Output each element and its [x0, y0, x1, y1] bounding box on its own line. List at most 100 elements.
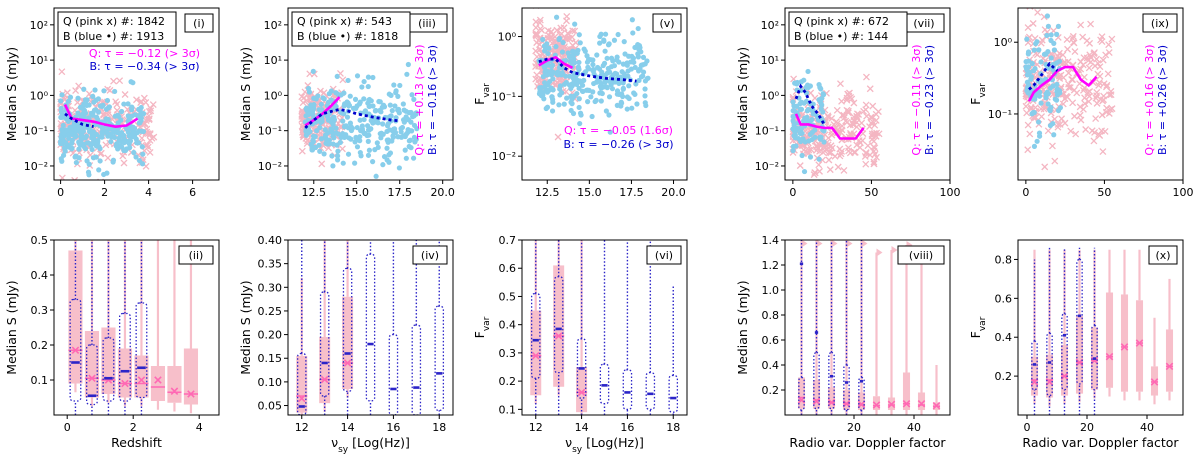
q-point [532, 31, 540, 39]
b-point [543, 45, 549, 51]
q-point [1095, 130, 1103, 138]
q-point [560, 24, 568, 32]
q-median-line [794, 113, 865, 140]
x-tick-label: 100 [940, 186, 961, 199]
x-axis-label: νsy [Log(Hz)] [565, 435, 644, 455]
q-point [1024, 121, 1032, 129]
q-point [1065, 69, 1073, 77]
b-median-line [304, 108, 400, 129]
axes-frame [784, 239, 951, 416]
panel-label-text: (iii) [418, 17, 436, 30]
b-point [305, 111, 312, 118]
q-mean-marker [343, 359, 352, 367]
q-point [116, 77, 124, 85]
b-point [125, 101, 131, 107]
b-point [818, 106, 824, 112]
y-tick-label: 0.2 [31, 339, 49, 352]
q-median-line [538, 55, 574, 69]
q-box [1165, 329, 1174, 392]
y-tick-label: 10⁻¹ [755, 125, 779, 138]
b-point [404, 116, 411, 123]
b-point [384, 157, 390, 163]
b-point [799, 152, 805, 159]
y-tick-label: 10⁻¹ [24, 125, 48, 138]
b-point [626, 95, 632, 102]
q-point [870, 143, 878, 151]
b-point [574, 90, 580, 97]
b-point [58, 134, 64, 140]
b-point [1054, 81, 1060, 88]
b-point [334, 142, 340, 148]
b-point [539, 84, 545, 91]
b-point [306, 89, 313, 95]
q-point [844, 107, 852, 115]
b-point [86, 161, 92, 167]
q-point [137, 99, 145, 107]
b-point [563, 57, 569, 64]
b-point [576, 65, 582, 71]
y-tick-label: 0.1 [499, 403, 517, 416]
b-point [620, 61, 626, 67]
b-point [360, 128, 366, 134]
q-point [1077, 21, 1085, 29]
b-point [379, 104, 385, 111]
x-tick-label: 12 [529, 421, 543, 434]
b-point [598, 85, 604, 91]
b-point [588, 57, 594, 63]
q-point [1034, 8, 1042, 16]
b-point [340, 118, 346, 124]
b-point [1033, 41, 1039, 47]
x-tick-label: 20 [847, 421, 861, 434]
b-point [357, 134, 363, 140]
panel-label: (i) [184, 13, 214, 33]
q-point [870, 160, 878, 168]
b-point [408, 145, 414, 151]
b-point [140, 128, 147, 135]
b-point [1027, 180, 1032, 185]
b-point [553, 71, 560, 77]
axes-frame [521, 7, 688, 181]
b-point [386, 152, 392, 158]
y-tick-label: 10¹ [761, 54, 779, 67]
b-point [134, 129, 141, 136]
q-box [296, 355, 308, 413]
q-mean-marker [137, 376, 146, 384]
b-point [590, 61, 596, 68]
count-line: B (blue •) #: 1818 [297, 30, 398, 43]
b-point [318, 117, 324, 124]
x-tick-label: 40 [907, 421, 921, 434]
q-mean-marker [121, 379, 129, 388]
b-point [104, 130, 110, 136]
b-point [557, 83, 564, 89]
q-point [72, 87, 80, 95]
b-point [1051, 47, 1057, 53]
b-point [1041, 51, 1048, 57]
b-point [629, 105, 635, 111]
b-point [556, 35, 563, 42]
b-point [598, 98, 604, 104]
b-point [78, 134, 84, 140]
b-point [543, 105, 549, 112]
b-point [365, 100, 371, 106]
b-point [368, 117, 374, 124]
b-point [133, 136, 139, 142]
b-box [668, 374, 679, 413]
b-point [59, 113, 65, 119]
q-median-line [1027, 65, 1098, 102]
panel-i: 0 2 4 6 10⁻² 10⁻¹ 10⁰ 10¹ 10² Median S (mJy) (i) Q … [4, 7, 220, 199]
q-point [1038, 0, 1044, 2]
plot-area-viii [797, 240, 941, 415]
q-point [834, 163, 842, 171]
x-tick-label: 4 [145, 186, 152, 199]
b-point [133, 154, 139, 160]
y-tick-label: 10⁻¹ [258, 125, 282, 138]
q-point [121, 91, 129, 98]
b-point [602, 48, 608, 54]
y-tick-label: 0.8 [995, 253, 1013, 266]
y-tick-label: 10¹ [264, 54, 282, 67]
b-point [579, 88, 586, 94]
b-point [358, 153, 364, 159]
q-mean-marker [1150, 378, 1159, 386]
q-point [1070, 38, 1077, 46]
b-point [549, 108, 556, 114]
